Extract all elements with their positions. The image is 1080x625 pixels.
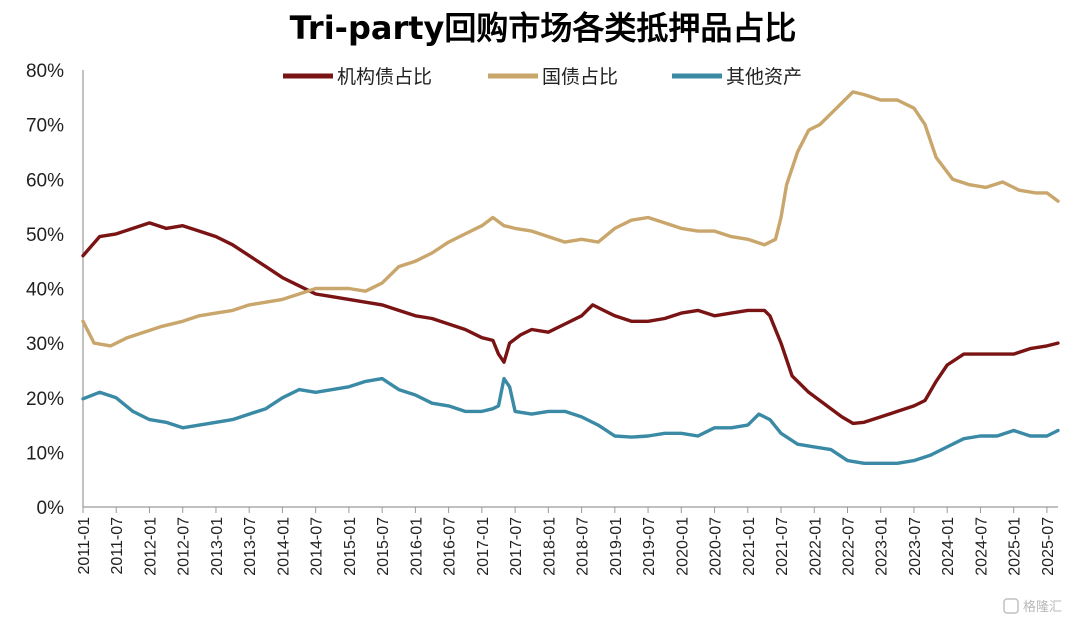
series-group [81,90,1060,465]
x-tick-label: 2015-01 [342,517,359,576]
y-tick-label: 50% [26,225,64,246]
y-tick-label: 20% [26,389,64,410]
x-tick-label: 2014-01 [275,517,292,576]
x-tick-label: 2024-07 [973,517,990,576]
x-tick-label: 2025-01 [1007,517,1024,576]
series-line-2 [81,90,1060,348]
x-tick-label: 2019-01 [608,517,625,576]
y-tick-label: 0% [37,498,65,519]
x-tick-label: 2011-07 [109,517,126,575]
x-tick-label: 2019-07 [641,517,658,576]
x-tick-label: 2017-01 [475,517,492,576]
x-tick-label: 2022-01 [807,517,824,576]
x-tick-label: 2012-01 [142,517,159,576]
x-tick-label: 2025-07 [1040,517,1057,576]
series-line-1 [81,221,1060,426]
series-line-3 [81,376,1060,465]
x-tick-label: 2020-07 [708,517,725,576]
legend-label-2: 国债占比 [542,66,618,88]
x-axis: 2011-01 2011-07 2012-01 2012-07 2013-01 2013-… [76,506,1058,576]
y-tick-label: 10% [26,443,64,464]
x-tick-label: 2016-07 [442,517,459,576]
x-tick-label: 2017-07 [508,517,525,576]
x-tick-label: 2021-01 [741,517,758,576]
x-tick-label: 2023-01 [874,517,891,576]
x-tick-label: 2014-07 [309,517,326,576]
y-tick-label: 30% [26,334,64,355]
legend-label-3: 其他资产 [726,66,802,88]
x-tick-label: 2023-07 [907,517,924,576]
watermark-text: 格隆汇 [1023,599,1062,615]
y-tick-label: 60% [26,170,64,191]
x-tick-label: 2018-07 [575,517,592,576]
chart-title: Tri-party回购市场各类抵押品占比 [290,9,797,47]
watermark: 格隆汇 [1003,598,1062,615]
watermark-logo-icon [1003,598,1019,614]
x-tick-label: 2011-01 [76,517,93,575]
legend: 机构债占比 国债占比 其他资产 [283,66,802,88]
x-tick-label: 2013-01 [209,517,226,576]
x-tick-label: 2012-07 [176,517,193,576]
x-tick-label: 2018-01 [541,517,558,576]
y-tick-label: 70% [26,116,64,137]
x-tick-label: 2021-07 [774,517,791,576]
x-tick-label: 2020-01 [674,517,691,576]
y-axis: 0% 10% 20% 30% 40% 50% 60% 70% 80% [26,61,84,519]
x-tick-label: 2015-07 [375,517,392,576]
x-tick-label: 2022-07 [840,517,857,576]
x-tick-label: 2013-07 [242,517,259,576]
x-tick-label: 2024-01 [940,517,957,576]
legend-label-1: 机构债占比 [337,66,432,88]
y-tick-label: 80% [26,61,64,82]
x-tick-label: 2016-01 [408,517,425,576]
y-tick-label: 40% [26,280,64,301]
